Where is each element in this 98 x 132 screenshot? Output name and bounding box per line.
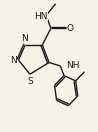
Text: N: N [10, 56, 17, 65]
Text: O: O [67, 24, 74, 33]
Text: HN: HN [34, 12, 48, 21]
Text: N: N [21, 34, 28, 43]
Text: S: S [27, 77, 33, 86]
Text: NH: NH [66, 62, 79, 70]
